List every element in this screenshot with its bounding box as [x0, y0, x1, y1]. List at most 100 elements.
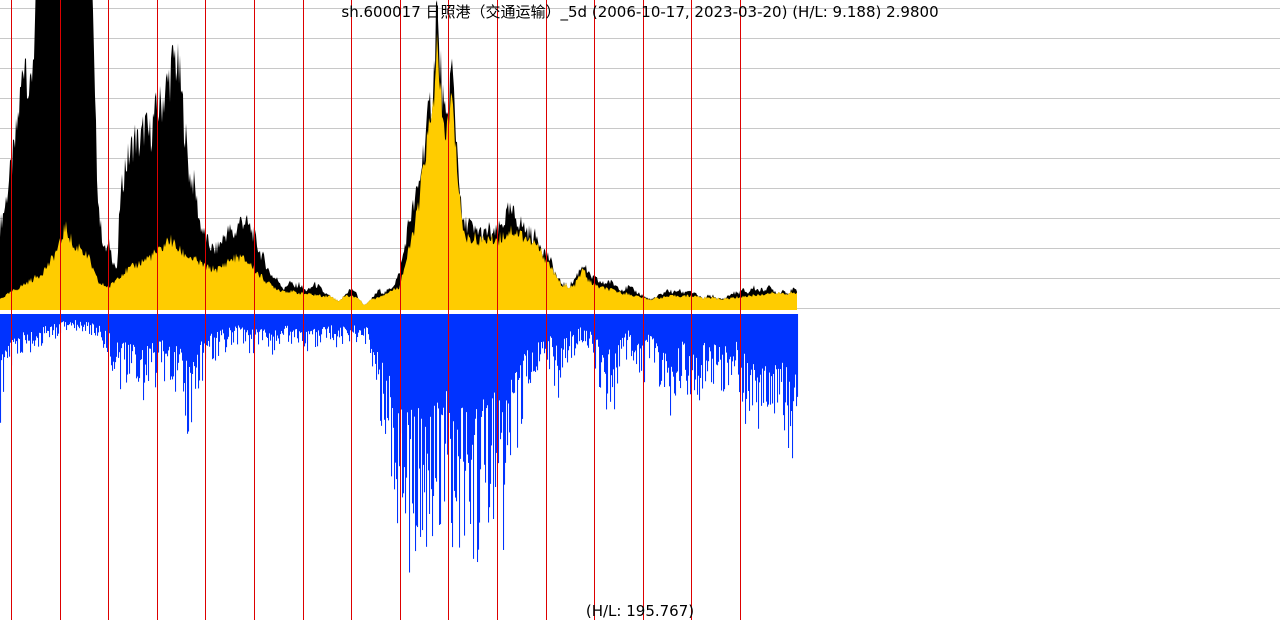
volume-bar — [790, 314, 792, 427]
volume-bar — [590, 314, 592, 332]
volume-bar — [414, 314, 416, 417]
volume-bar — [139, 314, 141, 379]
volume-bar — [494, 314, 496, 393]
volume-bar — [545, 314, 547, 349]
volume-bar — [363, 314, 365, 336]
volume-bar — [644, 314, 646, 383]
volume-bar — [437, 314, 439, 403]
volume-bar — [369, 314, 371, 340]
volume-bar — [375, 314, 377, 364]
volume-bar — [679, 314, 681, 381]
volume-bar — [298, 314, 300, 343]
volume-bar — [265, 314, 267, 333]
volume-bar — [540, 314, 542, 355]
volume-bar — [697, 314, 699, 395]
volume-bar — [499, 314, 501, 401]
volume-bar — [737, 314, 739, 351]
volume-bar — [447, 314, 449, 455]
volume-bar — [10, 314, 12, 343]
volume-bar — [294, 314, 296, 338]
volume-bar — [509, 314, 511, 433]
volume-bar — [1, 314, 3, 361]
volume-bar — [209, 314, 211, 347]
volume-bar — [641, 314, 643, 371]
volume-bar — [771, 314, 773, 377]
volume-bar — [787, 314, 789, 406]
volume-bar — [490, 314, 492, 484]
volume-bar — [275, 314, 277, 331]
volume-bar — [174, 314, 176, 353]
volume-bar — [49, 314, 51, 338]
volume-bar — [122, 314, 124, 344]
volume-bar — [129, 314, 131, 374]
volume-bar — [316, 314, 318, 333]
volume-bar — [126, 314, 128, 383]
volume-bar — [376, 314, 378, 380]
volume-bar — [327, 314, 329, 329]
volume-bar — [24, 314, 26, 336]
volume-bar — [62, 314, 64, 323]
volume-bar — [455, 314, 457, 498]
volume-bar — [732, 314, 734, 362]
volume-bar — [92, 314, 94, 324]
volume-bar — [598, 314, 600, 347]
volume-bar — [71, 314, 73, 326]
volume-bar — [397, 314, 399, 524]
volume-bar — [781, 314, 783, 382]
volume-bar — [797, 314, 799, 397]
volume-bar — [93, 314, 95, 325]
volume-bar — [704, 314, 706, 343]
volume-bar — [724, 314, 726, 390]
volume-bar — [44, 314, 46, 334]
volume-bar — [365, 314, 367, 344]
volume-bar — [104, 314, 106, 345]
volume-bar — [267, 314, 269, 339]
volume-bar — [123, 314, 125, 343]
volume-bar — [698, 314, 700, 376]
volume-bar — [191, 314, 193, 423]
volume-bar — [21, 314, 23, 352]
volume-bar — [684, 314, 686, 344]
volume-bar — [99, 314, 101, 326]
volume-bar — [743, 314, 745, 393]
volume-bar — [687, 314, 689, 395]
volume-bar — [716, 314, 718, 365]
volume-bar — [667, 314, 669, 373]
volume-bar — [689, 314, 691, 357]
volume-bar — [63, 314, 65, 322]
volume-bar — [337, 314, 339, 337]
volume-bar — [312, 314, 314, 335]
volume-bar — [241, 314, 243, 329]
volume-bar — [619, 314, 621, 367]
volume-bar — [87, 314, 89, 326]
volume-bar — [751, 314, 753, 370]
volume-bar — [198, 314, 200, 389]
volume-bar — [574, 314, 576, 356]
volume-bar — [692, 314, 694, 371]
volume-bar — [221, 314, 223, 336]
volume-bar — [671, 314, 673, 367]
volume-bar — [763, 314, 765, 403]
volume-bar — [776, 314, 778, 370]
volume-bar — [633, 314, 635, 361]
volume-bar — [505, 314, 507, 463]
volume-bar — [385, 314, 387, 434]
volume-bar — [373, 314, 375, 353]
volume-bar — [37, 314, 39, 338]
volume-bar — [109, 314, 111, 334]
volume-bar — [180, 314, 182, 349]
volume-bar — [345, 314, 347, 329]
volume-bar — [187, 314, 189, 434]
volume-bar — [268, 314, 270, 347]
volume-bar — [325, 314, 327, 330]
volume-bar — [627, 314, 629, 341]
volume-bar — [266, 314, 268, 337]
volume-bar — [389, 314, 391, 376]
volume-bar — [477, 314, 479, 563]
volume-bar — [765, 314, 767, 367]
volume-bar — [557, 314, 559, 366]
volume-bar — [28, 314, 30, 341]
volume-bar — [753, 314, 755, 365]
volume-bar — [460, 314, 462, 459]
